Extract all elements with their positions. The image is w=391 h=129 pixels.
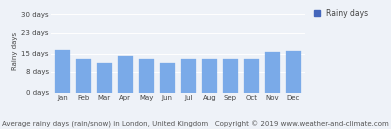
Bar bbox=[201, 59, 217, 93]
Bar bbox=[54, 50, 70, 93]
Bar bbox=[181, 59, 196, 93]
Bar bbox=[75, 59, 91, 93]
Bar bbox=[285, 51, 301, 93]
Legend: Rainy days: Rainy days bbox=[314, 9, 368, 18]
Y-axis label: Rainy days: Rainy days bbox=[13, 32, 18, 70]
Bar bbox=[244, 59, 259, 93]
Bar bbox=[138, 59, 154, 93]
Bar bbox=[265, 52, 280, 93]
Bar bbox=[222, 59, 238, 93]
Bar bbox=[97, 63, 112, 93]
Bar bbox=[160, 63, 175, 93]
Text: Average rainy days (rain/snow) in London, United Kingdom   Copyright © 2019 www.: Average rainy days (rain/snow) in London… bbox=[2, 120, 389, 128]
Bar bbox=[118, 56, 133, 93]
